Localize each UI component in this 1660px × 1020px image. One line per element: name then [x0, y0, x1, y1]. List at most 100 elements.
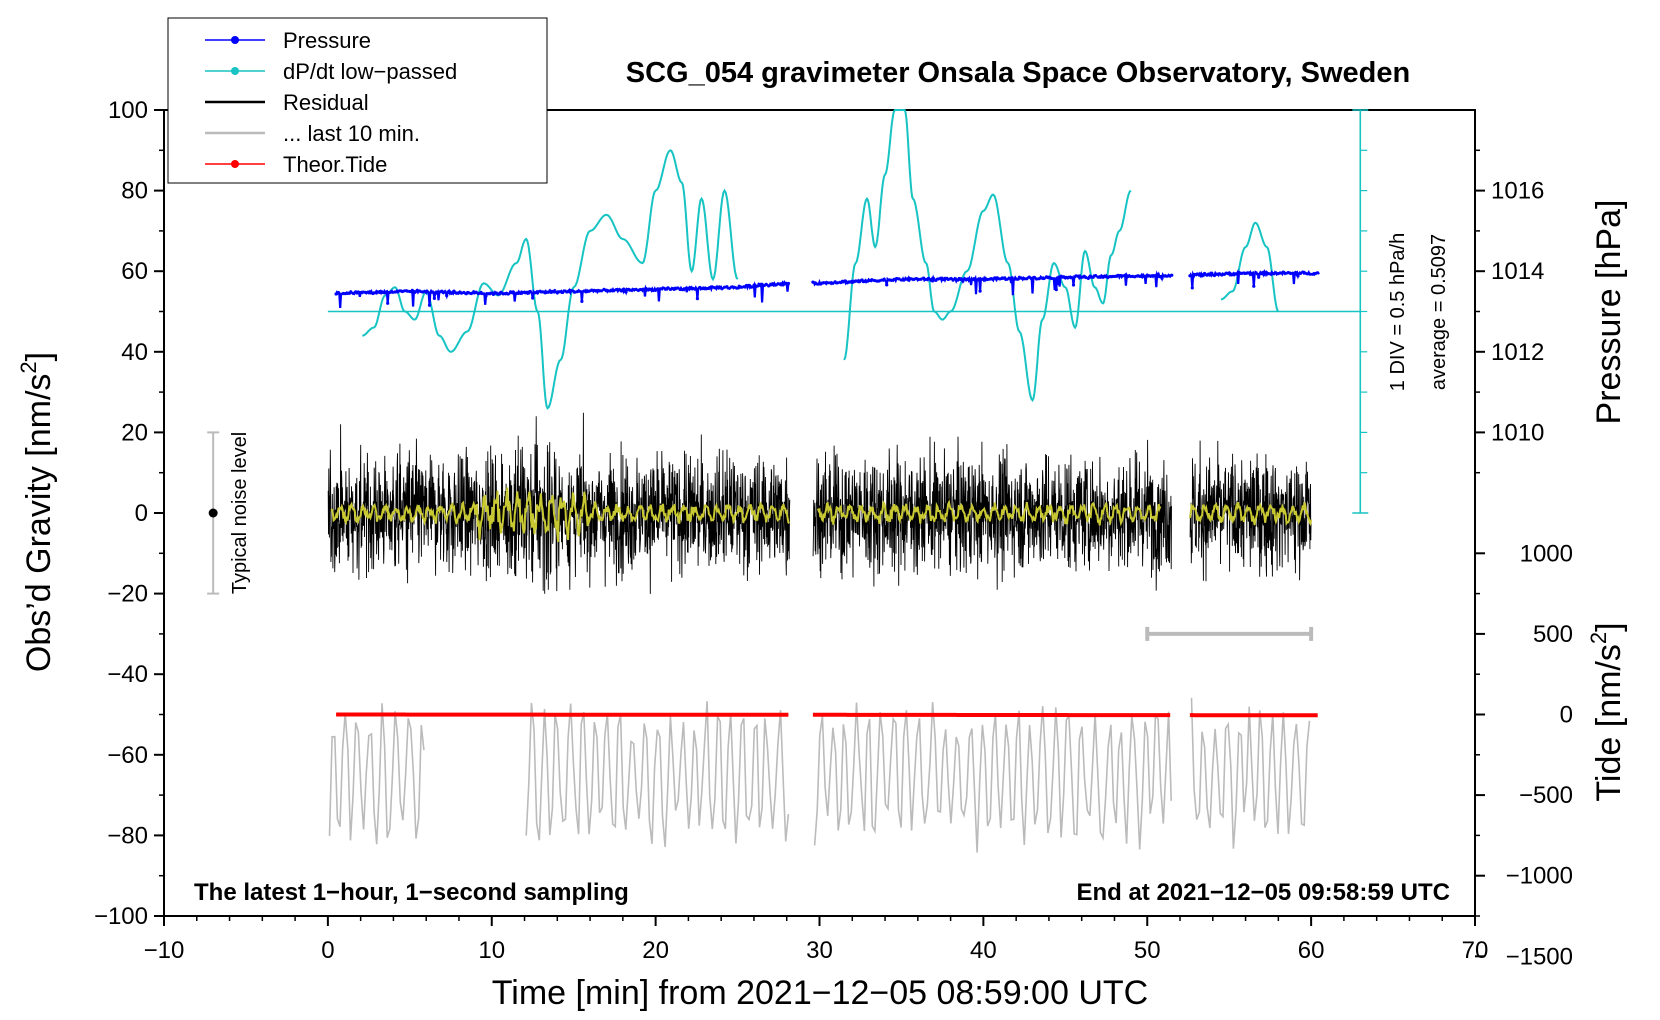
pressure-point — [1259, 272, 1263, 276]
series-layer — [207, 109, 1369, 853]
pressure-tick-label: 1014 — [1491, 258, 1544, 285]
pressure-point — [1190, 286, 1194, 290]
pressure-point — [472, 290, 476, 294]
pressure-point — [749, 285, 754, 289]
pressure-point — [459, 291, 463, 295]
pressure-point — [1249, 272, 1253, 276]
pressure-point — [673, 286, 677, 290]
y-axis-title-end: ] — [20, 352, 58, 361]
dpdt-line — [1220, 221, 1280, 313]
pressure-point — [740, 285, 744, 289]
x-tick-label: 20 — [642, 937, 669, 964]
pressure-point — [592, 288, 596, 292]
pressure-point — [587, 289, 591, 293]
pressure-point — [354, 290, 358, 294]
pressure-point — [1200, 274, 1204, 278]
pressure-point — [705, 286, 709, 291]
pressure-point — [1010, 276, 1014, 280]
pressure-point — [917, 277, 921, 281]
pressure-point — [477, 291, 481, 296]
pressure-point — [902, 278, 906, 282]
pressure-point — [875, 279, 879, 283]
pressure-point — [1274, 271, 1278, 275]
pressure-point — [663, 287, 668, 291]
pressure-point — [978, 289, 982, 293]
pressure-point — [816, 282, 820, 286]
pressure-point — [398, 289, 402, 293]
pressure-point — [381, 290, 385, 294]
pressure-point — [720, 287, 724, 291]
legend-marker — [231, 67, 239, 75]
pressure-point — [1145, 273, 1149, 277]
pressure-point — [336, 291, 341, 295]
pressure-point — [641, 287, 645, 291]
pressure-point — [1094, 274, 1098, 278]
average-label: average = 0.5097 — [1428, 234, 1450, 390]
pressure-point — [848, 280, 852, 284]
pressure-point — [1162, 274, 1167, 278]
left-note: The latest 1−hour, 1−second sampling — [194, 879, 629, 906]
pressure-point — [882, 277, 886, 281]
pressure-point — [602, 287, 606, 291]
pressure-point — [609, 288, 614, 292]
pressure-point — [649, 287, 653, 291]
pressure-point — [1279, 271, 1283, 275]
pressure-point — [872, 278, 877, 283]
pressure-point — [513, 292, 518, 296]
pressure-point — [865, 279, 869, 283]
pressure-point — [1203, 271, 1207, 276]
pressure-point — [949, 277, 953, 281]
pressure-point — [1286, 271, 1290, 275]
smoothed-residual-line — [816, 499, 1162, 527]
pressure-point — [717, 285, 722, 289]
pressure-point — [1143, 274, 1147, 278]
pressure-point — [1262, 272, 1266, 276]
pressure-point — [784, 281, 788, 285]
pressure-point — [909, 277, 913, 281]
pressure-point — [924, 277, 928, 281]
pressure-point — [764, 282, 768, 286]
pressure-point — [533, 291, 537, 295]
pressure-point — [516, 291, 520, 295]
pressure-axis-title: Pressure [hPa] — [1590, 200, 1628, 425]
pressure-point — [1121, 274, 1125, 278]
tide-tick-label: −1500 — [1506, 943, 1573, 970]
pressure-point — [1269, 272, 1273, 276]
pressure-point — [929, 278, 933, 282]
pressure-point — [1059, 274, 1063, 278]
pressure-point — [1101, 275, 1105, 279]
pressure-point — [1106, 275, 1110, 280]
pressure-point — [1022, 277, 1026, 281]
pressure-tick-label: 1016 — [1491, 178, 1544, 205]
pressure-point — [410, 288, 414, 292]
pressure-point — [690, 287, 695, 291]
y-axis-title-superscript: 2 — [16, 361, 41, 373]
pressure-point — [727, 286, 732, 290]
pressure-point — [1167, 274, 1171, 278]
pressure-point — [693, 287, 697, 291]
pressure-point — [383, 291, 387, 295]
pressure-point — [425, 289, 429, 293]
pressure-point — [912, 277, 916, 281]
pressure-point — [708, 286, 712, 290]
pressure-point — [531, 296, 535, 300]
pressure-point — [373, 291, 377, 295]
pressure-point — [1126, 275, 1130, 279]
pressure-point — [545, 290, 550, 294]
div-label: 1 DIV = 0.5 hPa/h — [1387, 233, 1409, 391]
pressure-point — [1084, 275, 1088, 280]
y-tick-label: 60 — [121, 258, 148, 285]
pressure-point — [1212, 273, 1216, 278]
pressure-point — [1020, 276, 1024, 280]
pressure-point — [339, 292, 343, 296]
pressure-point — [582, 289, 586, 293]
x-tick-label: 0 — [321, 937, 334, 964]
pressure-point — [1071, 283, 1076, 287]
pressure-point — [907, 276, 911, 280]
pressure-point — [572, 290, 577, 294]
pressure-point — [617, 288, 621, 292]
pressure-point — [956, 278, 960, 282]
pressure-point — [599, 289, 604, 293]
pressure-point — [393, 290, 397, 294]
pressure-point — [418, 289, 422, 293]
